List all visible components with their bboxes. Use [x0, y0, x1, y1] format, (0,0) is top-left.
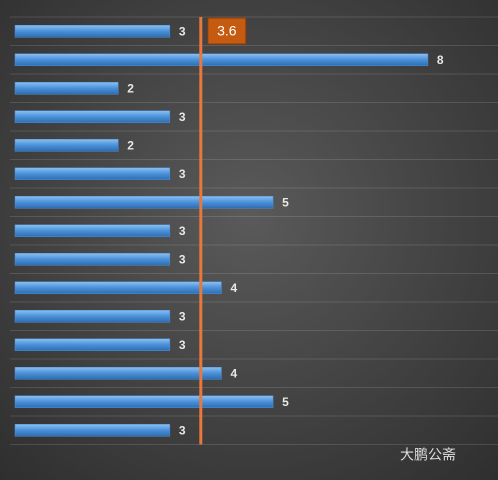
bar [14, 110, 171, 123]
bar [14, 224, 171, 237]
data-label: 3 [179, 338, 186, 352]
bar [14, 196, 274, 209]
data-label: 3 [179, 24, 186, 38]
data-label: 3 [179, 309, 186, 323]
data-label: 3 [179, 224, 186, 238]
bar [14, 82, 119, 95]
data-label: 3 [179, 423, 186, 437]
data-label: 2 [127, 81, 134, 95]
watermark: 大鹏公斋 [400, 447, 456, 463]
data-label: 4 [230, 281, 237, 295]
data-label: 5 [282, 195, 289, 209]
bar [14, 253, 171, 266]
bar [14, 139, 119, 152]
data-label: 5 [282, 395, 289, 409]
data-label: 3 [179, 167, 186, 181]
bar [14, 367, 222, 380]
bar [14, 424, 171, 437]
bar [14, 310, 171, 323]
bar [14, 395, 274, 408]
bar [14, 53, 429, 66]
data-label: 4 [230, 366, 237, 380]
bar [14, 167, 171, 180]
data-label: 3 [179, 110, 186, 124]
bar [14, 338, 171, 351]
bar [14, 25, 171, 38]
reference-label-box [207, 17, 247, 45]
data-label: 2 [127, 138, 134, 152]
bar [14, 281, 222, 294]
data-label: 8 [437, 53, 444, 67]
reference-label: 3.6 [217, 23, 237, 39]
data-label: 3 [179, 252, 186, 266]
